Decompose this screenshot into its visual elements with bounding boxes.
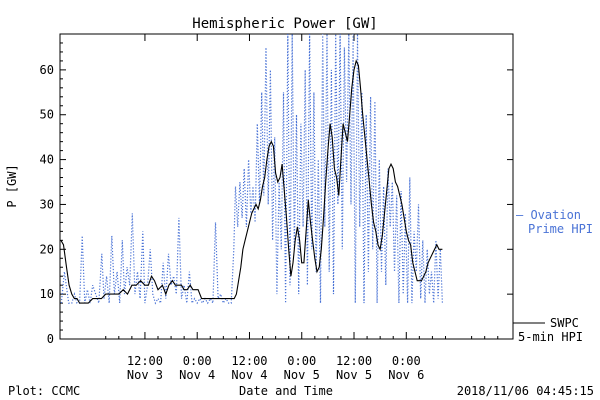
y-tick-label: 0 xyxy=(47,332,54,346)
plot-timestamp: 2018/11/06 04:45:15 xyxy=(457,384,594,398)
x-tick-label-date: Nov 5 xyxy=(284,368,320,382)
y-tick-label: 10 xyxy=(40,287,54,301)
plot-credit: Plot: CCMC xyxy=(8,384,80,398)
legend-ovation-line2: Prime HPI xyxy=(528,222,593,236)
series-layer xyxy=(60,33,443,306)
legend-ovation-line1: — Ovation xyxy=(516,208,581,222)
y-tick-label: 50 xyxy=(40,108,54,122)
x-tick-label-time: 12:00 xyxy=(336,354,372,368)
legend: — Ovation Prime HPI SWPC 5-min HPI xyxy=(513,208,593,344)
y-axis-ticks: 0 10 20 30 40 50 60 xyxy=(40,42,513,346)
x-tick-label-date: Nov 3 xyxy=(127,368,163,382)
x-tick-label-time: 12:00 xyxy=(231,354,267,368)
series-swpc-5min-hpi xyxy=(60,59,443,304)
x-tick-label-date: Nov 4 xyxy=(231,368,267,382)
y-tick-label: 60 xyxy=(40,63,54,77)
legend-swpc-line1: SWPC xyxy=(550,316,579,330)
x-tick-label-date: Nov 5 xyxy=(336,368,372,382)
x-tick-label-date: Nov 6 xyxy=(388,368,424,382)
series-ovation-prime-hpi xyxy=(60,33,443,306)
legend-swpc-line2: 5-min HPI xyxy=(518,330,583,344)
x-tick-label-date: Nov 4 xyxy=(179,368,215,382)
y-tick-label: 30 xyxy=(40,197,54,211)
y-tick-label: 20 xyxy=(40,242,54,256)
x-tick-label-time: 0:00 xyxy=(287,354,316,368)
x-tick-label-time: 0:00 xyxy=(183,354,212,368)
x-tick-label-time: 12:00 xyxy=(127,354,163,368)
chart-title: Hemispheric Power [GW] xyxy=(192,16,377,32)
y-tick-label: 40 xyxy=(40,153,54,167)
x-tick-label-time: 0:00 xyxy=(392,354,421,368)
x-axis-label: Date and Time xyxy=(239,384,333,398)
y-axis-label: P [GW] xyxy=(5,164,19,207)
